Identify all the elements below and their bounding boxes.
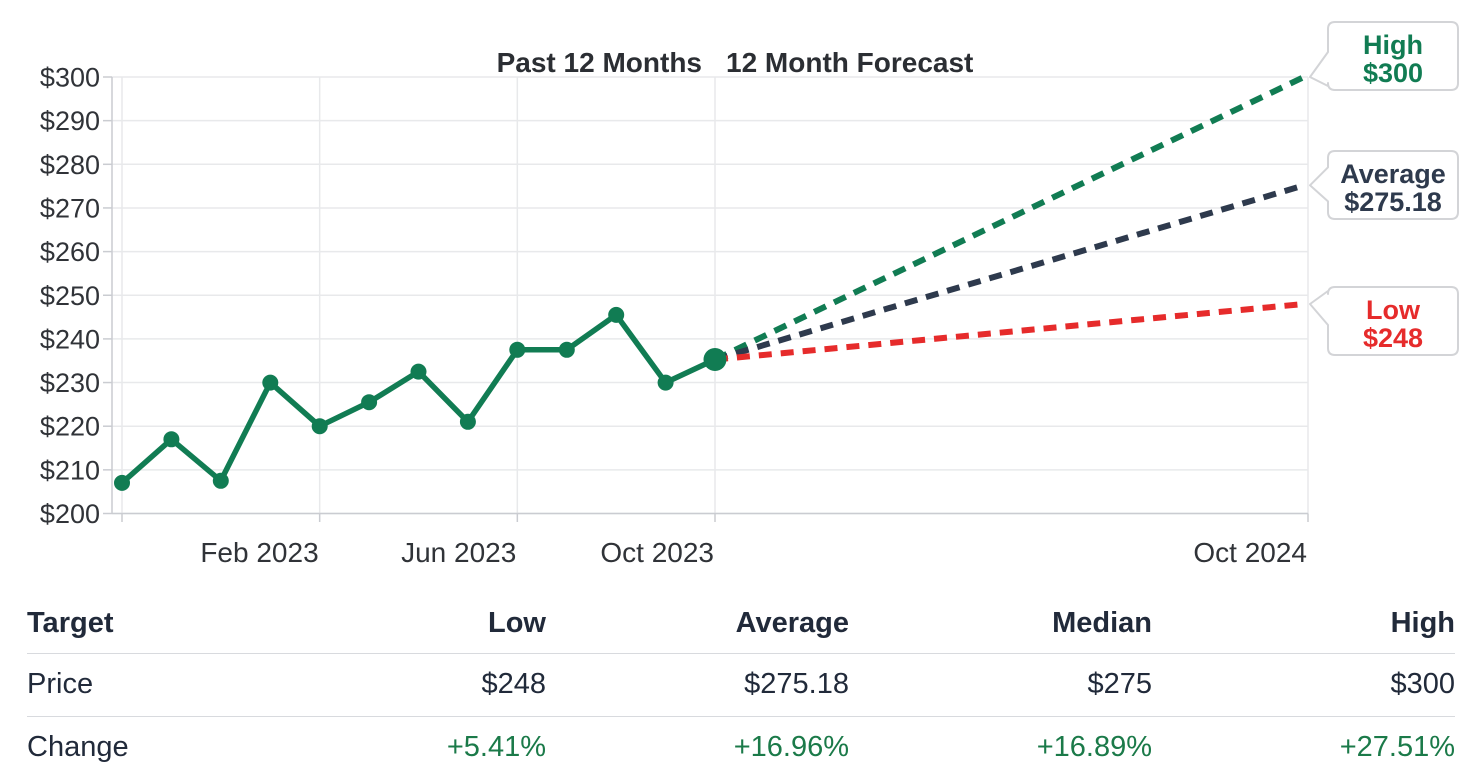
callout-bubble bbox=[1309, 286, 1459, 356]
data-point bbox=[558, 341, 575, 358]
price-target-table: Target Low Average Median High Price $24… bbox=[27, 601, 1455, 779]
x-axis-label: Oct 2024 bbox=[1193, 537, 1307, 568]
data-point bbox=[410, 363, 427, 380]
price-forecast-chart: $200 $210 $220 $230 $240 $250 $260 $270 $280 $290… bbox=[40, 21, 1459, 568]
callout-label: High bbox=[1363, 30, 1423, 60]
forecast-line-high bbox=[713, 74, 1306, 363]
callout-label: Average bbox=[1340, 159, 1446, 189]
header-low: Low bbox=[243, 601, 546, 654]
row-label-price: Price bbox=[27, 653, 243, 717]
x-ticks bbox=[121, 513, 1309, 522]
x-axis-label: Oct 2023 bbox=[600, 537, 714, 568]
callout-bubble bbox=[1309, 21, 1459, 91]
x-axis-labels: Feb 2023 Jun 2023 Oct 2023 Oct 2024 bbox=[200, 537, 1307, 568]
price-median: $275 bbox=[849, 653, 1152, 717]
callout-bubble bbox=[1309, 150, 1459, 220]
y-axis-label: $220 bbox=[40, 412, 100, 442]
forecast-line-average bbox=[714, 182, 1305, 363]
y-axis-label: $290 bbox=[40, 106, 100, 136]
y-axis-label: $230 bbox=[40, 368, 100, 398]
x-gridlines bbox=[121, 77, 1309, 514]
header-average: Average bbox=[546, 601, 849, 654]
y-axis-label: $300 bbox=[40, 63, 100, 93]
price-high: $300 bbox=[1152, 653, 1455, 717]
callout-price: $275.18 bbox=[1344, 187, 1442, 217]
y-axis-label: $240 bbox=[40, 324, 100, 354]
callout-high: High$300 bbox=[1309, 21, 1459, 91]
y-axis-label: $200 bbox=[40, 499, 100, 529]
y-axis-labels: $200 $210 $220 $230 $240 $250 $260 $270 $280 $290… bbox=[40, 63, 100, 530]
change-median: +16.89% bbox=[1036, 731, 1152, 763]
data-point bbox=[262, 374, 279, 391]
row-label-change: Change bbox=[27, 731, 129, 763]
y-axis-label: $280 bbox=[40, 150, 100, 180]
y-axis-label: $210 bbox=[40, 455, 100, 485]
forecast-line-low bbox=[714, 300, 1305, 363]
header-median: Median bbox=[849, 601, 1152, 654]
y-gridlines bbox=[112, 76, 1308, 515]
change-low: +5.41% bbox=[446, 731, 546, 763]
data-point bbox=[657, 374, 674, 391]
price-low: $248 bbox=[243, 653, 546, 717]
data-point bbox=[311, 418, 328, 435]
header-target: Target bbox=[27, 601, 243, 654]
data-point bbox=[212, 472, 229, 489]
price-history-line bbox=[119, 312, 718, 486]
x-axis-label: Feb 2023 bbox=[200, 537, 318, 568]
price-history-points bbox=[114, 306, 727, 491]
current-price-point bbox=[703, 348, 727, 371]
table-header-row: Target Low Average Median High bbox=[27, 601, 1455, 654]
callout-low: Low$248 bbox=[1309, 286, 1459, 356]
table-row-change: Change +5.41% +16.96% +16.89% +27.51% bbox=[27, 717, 1455, 780]
data-point bbox=[361, 394, 378, 411]
price-average: $275.18 bbox=[546, 653, 849, 717]
forecast-lines bbox=[713, 74, 1306, 363]
forecast-title: 12 Month Forecast bbox=[726, 47, 973, 78]
data-point bbox=[608, 306, 625, 323]
y-ticks bbox=[103, 76, 112, 515]
callout-price: $248 bbox=[1363, 323, 1423, 353]
x-axis-label: Jun 2023 bbox=[401, 537, 516, 568]
callout-average: Average$275.18 bbox=[1309, 150, 1459, 220]
callout-price: $300 bbox=[1363, 58, 1423, 88]
change-high: +27.51% bbox=[1339, 731, 1455, 763]
y-axis-label: $270 bbox=[40, 193, 100, 223]
data-point bbox=[114, 474, 130, 491]
past-12-months-title: Past 12 Months bbox=[497, 47, 702, 78]
y-axis-label: $250 bbox=[40, 281, 100, 311]
change-average: +16.96% bbox=[733, 731, 849, 763]
data-point bbox=[509, 341, 526, 358]
data-point bbox=[459, 413, 476, 430]
header-high: High bbox=[1152, 601, 1455, 654]
table-row-price: Price $248 $275.18 $275 $300 bbox=[27, 653, 1455, 717]
callout-label: Low bbox=[1366, 295, 1421, 325]
y-axis-label: $260 bbox=[40, 237, 100, 267]
data-point bbox=[163, 431, 180, 448]
